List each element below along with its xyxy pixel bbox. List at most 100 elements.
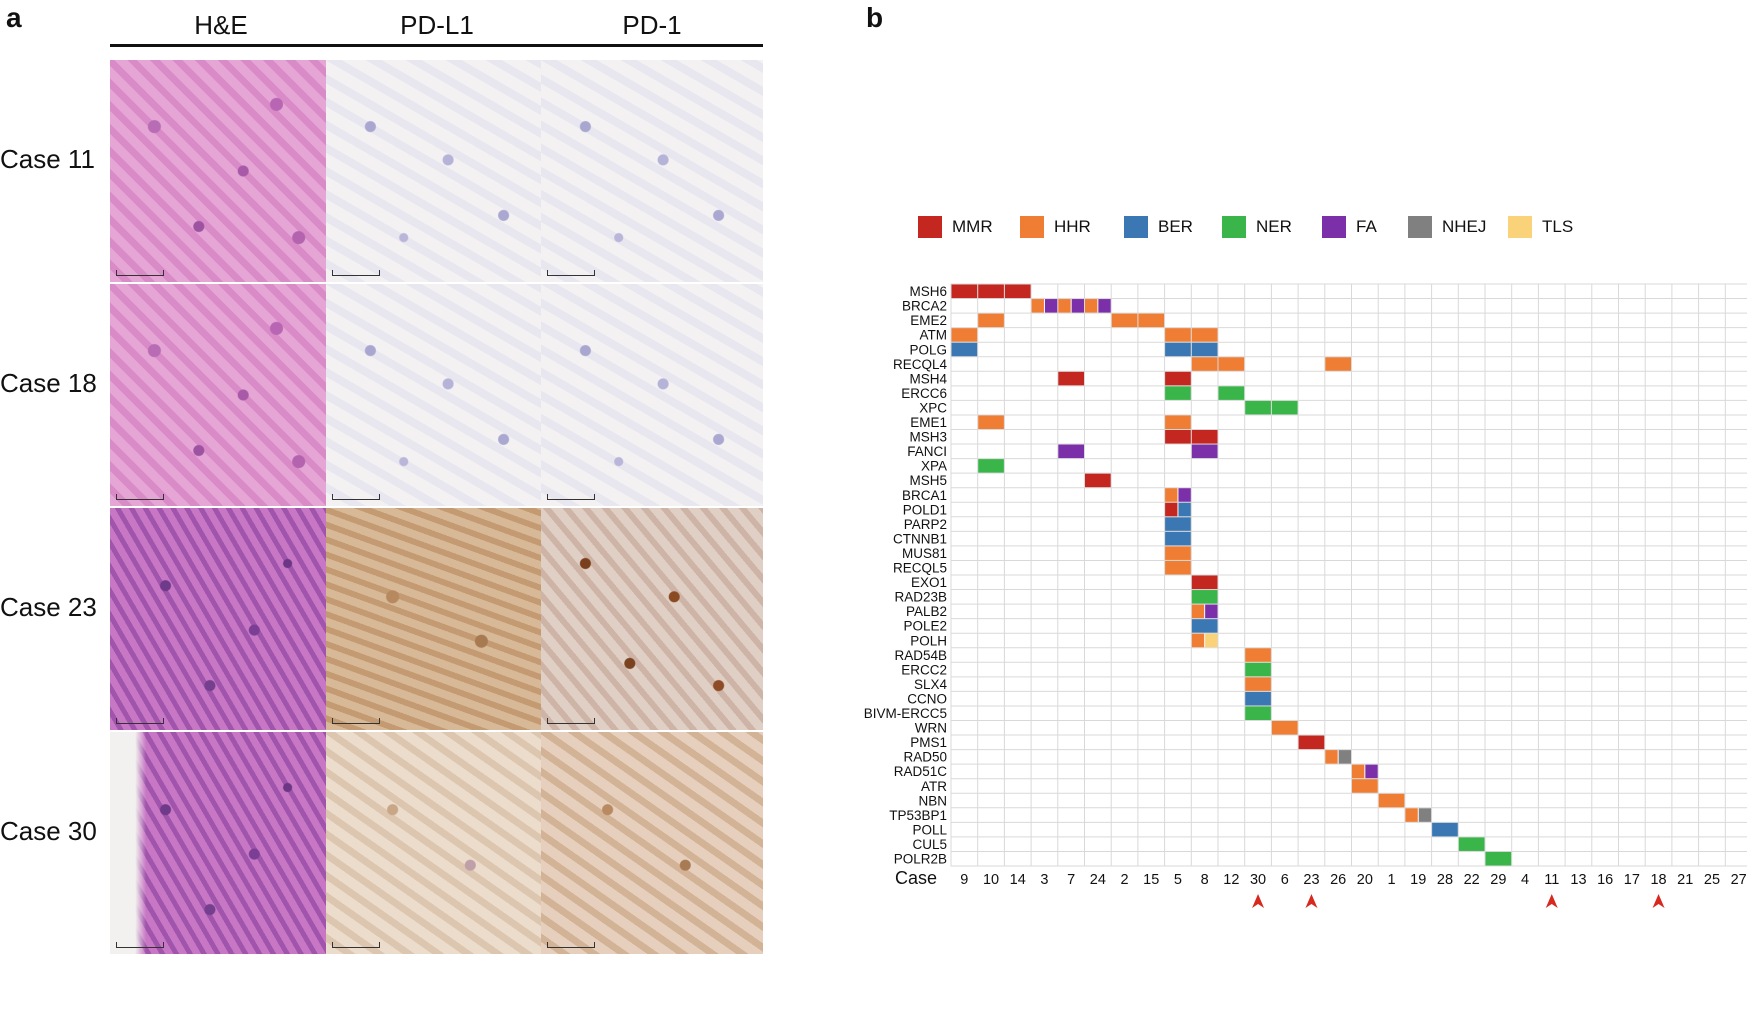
legend-swatch	[1124, 216, 1148, 238]
case-label-23: Case 23	[0, 592, 97, 622]
mutation-cell	[1191, 430, 1218, 444]
case-tick-label: 10	[983, 872, 999, 888]
gene-label: RAD54B	[894, 648, 947, 663]
gene-label: WRN	[915, 721, 947, 736]
micrograph-case11-pdl1	[326, 60, 548, 282]
mutation-cell	[1458, 837, 1485, 851]
gene-label: CCNO	[907, 691, 947, 706]
mutation-cell	[1245, 691, 1271, 706]
panel-a-letter: a	[6, 2, 22, 33]
mutation-cell	[1205, 633, 1218, 648]
case-axis-label: Case	[895, 868, 937, 888]
mutation-cell	[1191, 328, 1218, 342]
mutation-cell	[1138, 313, 1165, 328]
gene-label: EME2	[910, 313, 947, 328]
gene-label: EXO1	[911, 575, 947, 590]
mutation-cell	[1165, 415, 1191, 429]
mutation-cell	[1485, 851, 1512, 866]
case-tick-label: 11	[1544, 872, 1559, 888]
case-tick-label: 1	[1388, 872, 1396, 888]
mutation-cell	[1165, 560, 1191, 575]
mutation-cell	[1178, 502, 1191, 517]
case-tick-label: 26	[1330, 872, 1346, 888]
mutation-cell	[1165, 488, 1178, 502]
micrograph-case30-he	[110, 732, 332, 954]
case-tick-label: 5	[1174, 872, 1182, 888]
case-tick-label: 9	[960, 872, 968, 888]
legend-label: MMR	[952, 217, 993, 236]
case-tick-label: 4	[1521, 872, 1529, 888]
scale-bar	[116, 270, 164, 276]
column-title-pdl1: PD-L1	[400, 10, 474, 40]
mutation-cell	[1191, 444, 1218, 459]
case-tick-label: 24	[1090, 872, 1106, 888]
micrograph-case18-pd1	[541, 284, 763, 506]
case-tick-label: 30	[1250, 872, 1266, 888]
gene-label: POLH	[910, 633, 947, 648]
column-rule-he	[110, 44, 332, 47]
mutation-cell	[1058, 299, 1071, 313]
gene-label: XPA	[921, 459, 947, 474]
mutation-cell	[1178, 488, 1191, 502]
mutation-cell	[1325, 357, 1351, 371]
mutation-cell	[1058, 371, 1084, 386]
gene-label: TP53BP1	[889, 808, 947, 823]
gene-label: RAD23B	[894, 590, 947, 605]
case-tick-label: 27	[1731, 872, 1747, 888]
micrograph-case23-he	[110, 508, 332, 730]
case-tick-label: 15	[1143, 872, 1159, 888]
case-tick-label: 8	[1201, 872, 1209, 888]
case-tick-label: 22	[1464, 872, 1480, 888]
mutation-cell	[1325, 750, 1338, 764]
case-tick-label: 7	[1067, 872, 1075, 888]
gene-label: PARP2	[904, 517, 947, 532]
gene-label: MSH4	[909, 371, 947, 386]
heatmap-grid-frame	[950, 283, 1747, 867]
mutation-cell	[1418, 808, 1432, 822]
highlight-arrow-icon	[1545, 894, 1558, 908]
legend-label: HHR	[1054, 217, 1091, 236]
gene-label: FANCI	[907, 444, 947, 459]
mutation-cell	[978, 313, 1004, 328]
case-tick-label: 29	[1490, 872, 1506, 888]
mutation-cell	[1218, 386, 1245, 400]
case-tick-label: 13	[1570, 872, 1586, 888]
scale-bar	[547, 494, 595, 500]
column-title-pd1: PD-1	[622, 10, 682, 40]
mutation-cell	[1165, 371, 1191, 386]
mutation-cell	[1085, 473, 1111, 488]
case-tick-label: 6	[1281, 872, 1289, 888]
gene-label: POLR2B	[894, 852, 947, 867]
case-tick-label: 3	[1040, 872, 1048, 888]
mutation-cell	[1338, 750, 1351, 764]
mutation-cell	[1191, 633, 1205, 648]
mutation-cell	[1205, 604, 1218, 619]
gene-label: RAD50	[903, 750, 947, 765]
case-tick-label: 25	[1704, 872, 1720, 888]
micrograph-case18-he	[110, 284, 332, 506]
case-tick-label: 20	[1357, 872, 1373, 888]
gene-label: POLG	[909, 342, 947, 357]
scale-bar	[332, 718, 380, 724]
slide-background-edge	[110, 732, 146, 954]
mutation-cell	[978, 284, 1004, 299]
column-title-he: H&E	[194, 10, 248, 40]
legend-swatch	[1322, 216, 1346, 238]
gene-label: BRCA1	[902, 488, 947, 503]
case-tick-label: 12	[1223, 872, 1239, 888]
micrograph-case30-pdl1	[326, 732, 548, 954]
case-label-11: Case 11	[0, 144, 95, 174]
legend-label: NER	[1256, 217, 1292, 236]
mutation-cell	[1271, 400, 1298, 415]
legend-label: FA	[1356, 217, 1377, 236]
mutation-cell	[1245, 400, 1271, 415]
mutation-cell	[1031, 299, 1044, 313]
case-tick-label: 19	[1410, 872, 1426, 888]
gene-label: PALB2	[906, 604, 947, 619]
gene-label: MSH3	[909, 430, 947, 445]
legend-label: BER	[1158, 217, 1193, 236]
gene-label: POLE2	[903, 619, 947, 634]
gene-label: CUL5	[912, 837, 947, 852]
micrograph-case18-pdl1	[326, 284, 548, 506]
mutation-cell	[1165, 342, 1191, 357]
